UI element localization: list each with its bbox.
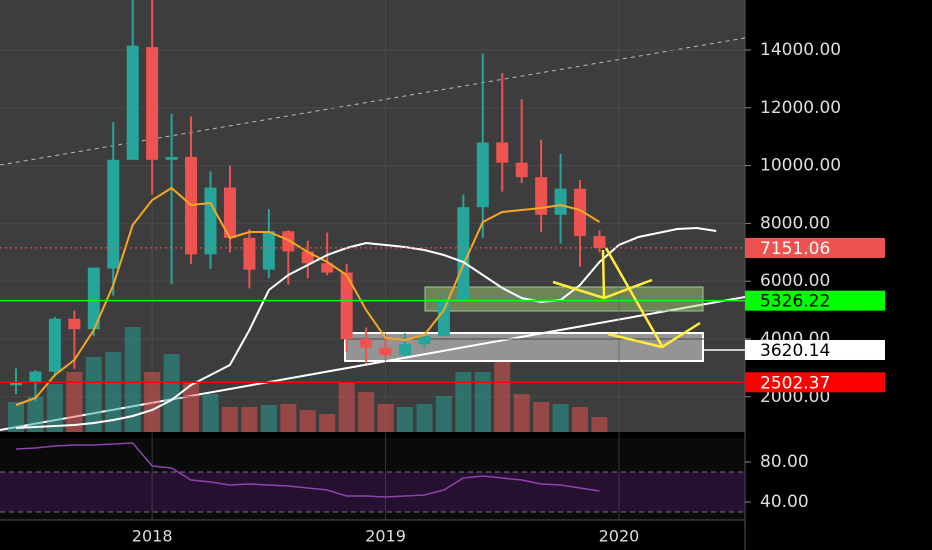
- volume-bar: [416, 404, 433, 432]
- volume-bar: [124, 327, 141, 432]
- volume-bar: [183, 382, 200, 432]
- candle-body: [360, 338, 373, 348]
- volume-bar: [474, 372, 491, 432]
- candle-body: [515, 162, 528, 178]
- candle-body: [10, 382, 22, 386]
- candle-body: [262, 231, 275, 270]
- indicator-line: [15, 442, 600, 498]
- x-tick-label: 2020: [599, 527, 640, 546]
- price-label-box: [745, 237, 885, 258]
- x-tick-label: 2018: [132, 527, 173, 546]
- candle-body: [68, 318, 81, 330]
- candle-body: [476, 142, 489, 208]
- y-tick-label: 6000.00: [760, 271, 830, 291]
- volume-bar: [397, 407, 413, 432]
- arrow: [601, 249, 606, 299]
- candle-body: [593, 236, 606, 248]
- indicator-tick-label: 40.00: [760, 492, 809, 512]
- volume-bar: [572, 407, 589, 432]
- volume-bar: [435, 396, 452, 432]
- candle-body: [535, 177, 548, 215]
- price-label-box: [745, 290, 885, 311]
- candle-body: [282, 231, 295, 252]
- volume-bar: [455, 372, 472, 432]
- volume-bar: [27, 397, 44, 432]
- arrow: [552, 278, 653, 300]
- volume-bar: [46, 384, 63, 432]
- candle-body: [340, 272, 353, 339]
- candle-body: [223, 187, 236, 238]
- arrow: [607, 321, 701, 349]
- volume-bar: [221, 407, 238, 432]
- volume-bar: [202, 394, 219, 432]
- volume-bar: [552, 404, 569, 432]
- volume-bar: [299, 410, 316, 432]
- volume-bar: [533, 402, 550, 432]
- volume-bar: [8, 402, 24, 432]
- price-label: 2502.37: [760, 373, 830, 393]
- candle-body: [418, 336, 431, 345]
- volume-bar: [338, 382, 355, 432]
- candle-body: [107, 159, 120, 269]
- volume-bar: [144, 372, 161, 432]
- y-tick-label: 12000.00: [760, 98, 841, 118]
- candle-body: [29, 371, 42, 383]
- zone-box: [344, 332, 704, 362]
- price-label-box: [745, 339, 885, 360]
- moving-average: [15, 186, 601, 406]
- trend-line: [0, 37, 746, 166]
- price-label-box: [745, 372, 885, 393]
- candle-body: [126, 45, 139, 160]
- candle-body: [243, 237, 256, 270]
- arrow: [604, 247, 664, 347]
- volume-bar: [260, 405, 277, 432]
- x-tick-label: 2019: [365, 527, 406, 546]
- y-tick-label: 14000.00: [760, 40, 841, 60]
- y-tick-label: 8000.00: [760, 213, 830, 233]
- candle-body: [554, 188, 567, 215]
- candle-body: [204, 187, 217, 255]
- moving-average: [15, 226, 717, 429]
- candle-body: [457, 207, 470, 301]
- volume-bar: [66, 372, 83, 432]
- candle-body: [321, 263, 334, 273]
- arrow-drawing: [552, 247, 701, 349]
- candle-body: [301, 251, 314, 264]
- indicator-background: [0, 438, 745, 520]
- volume-bar: [358, 392, 375, 432]
- volume-bar: [280, 404, 297, 432]
- price-label: 3620.14: [760, 341, 830, 361]
- candle-body: [437, 300, 450, 337]
- trend-line: [0, 296, 746, 431]
- candle-body: [574, 188, 587, 237]
- volume-bar: [513, 394, 530, 432]
- volume-bar: [494, 362, 511, 432]
- candle-body: [48, 318, 61, 372]
- volume-bar: [163, 354, 180, 432]
- volume-bar: [377, 404, 394, 432]
- indicator-band: [0, 472, 745, 512]
- candle-body: [399, 344, 411, 356]
- indicator-tick-label: 80.00: [760, 452, 809, 472]
- volume-bar: [241, 407, 258, 432]
- candle-body: [379, 347, 392, 356]
- price-label: 7151.06: [760, 239, 830, 259]
- volume-bar: [591, 417, 608, 432]
- volume-bar: [105, 352, 122, 432]
- candle-body: [146, 47, 159, 160]
- candle-body: [165, 156, 178, 160]
- zone-box: [424, 286, 704, 312]
- candle-body: [496, 142, 509, 163]
- volume-bar: [85, 357, 102, 432]
- y-tick-label: 10000.00: [760, 156, 841, 176]
- candle-body: [87, 267, 100, 330]
- volume-bar: [319, 414, 336, 432]
- price-label: 5326.22: [760, 292, 830, 312]
